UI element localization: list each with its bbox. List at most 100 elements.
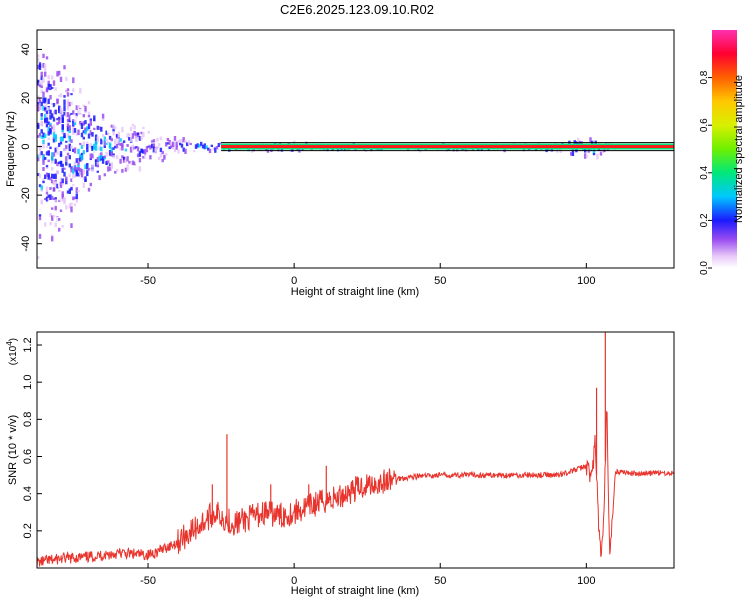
colorbar-tick-label: 0.4 xyxy=(699,165,710,179)
spectrogram-cell xyxy=(58,107,61,114)
spectrogram-cell xyxy=(589,137,592,144)
spectrogram-cell xyxy=(75,105,78,110)
spectrogram-cell xyxy=(54,199,57,203)
spectrogram-cell xyxy=(152,146,156,153)
y-tick-label: 0 xyxy=(20,144,32,150)
spectrogram-cell xyxy=(158,157,161,161)
spectrogram-cell xyxy=(168,139,171,145)
spectrogram-cell xyxy=(38,84,42,87)
spectrogram-cell xyxy=(75,187,78,193)
spectrogram-cell xyxy=(96,125,99,130)
snr-frame xyxy=(36,331,675,569)
spectrogram-cell xyxy=(86,152,89,158)
carrier-band-core xyxy=(221,145,674,149)
spectrogram-cell xyxy=(47,198,50,201)
spectrogram-cell xyxy=(143,149,147,155)
spectrogram-cell xyxy=(58,118,61,124)
spectrogram-cell xyxy=(68,163,71,168)
spectrogram-cell xyxy=(59,136,63,142)
spectrogram-cell xyxy=(59,141,63,145)
spectrogram-cell xyxy=(101,136,105,140)
spectrogram-cell xyxy=(49,194,52,200)
spectrogram-cell xyxy=(49,124,52,127)
spectrogram-cell xyxy=(147,140,150,146)
spectrogram-cell xyxy=(114,126,117,130)
spectrogram-cell xyxy=(38,215,42,221)
spectrogram-cell xyxy=(152,139,156,143)
spectrogram-cell xyxy=(72,196,75,201)
spectrogram-cell xyxy=(65,140,68,143)
spectrogram-cell xyxy=(47,98,50,104)
spectrogram-cell xyxy=(119,142,122,146)
spectrogram-cell xyxy=(110,147,113,154)
spectrogram-cell xyxy=(52,110,56,114)
spectrogram-cell xyxy=(51,156,54,162)
spectrogram-cell xyxy=(40,199,43,204)
spectrogram-cell xyxy=(51,75,54,80)
spectrogram-cell xyxy=(189,142,192,145)
spectrogram-cell xyxy=(44,117,47,123)
spectrogram-cell xyxy=(122,133,126,138)
spectrogram-cell xyxy=(129,126,133,131)
colorbar: 0.0 0.2 0.4 0.6 0.8 Normalized spectral ampl… xyxy=(699,30,745,275)
spectrogram-cell xyxy=(70,206,73,213)
spectrogram-cell xyxy=(107,160,110,164)
spectrogram-cell xyxy=(117,131,120,138)
spectrogram-cell xyxy=(38,105,42,111)
spectrogram-cell xyxy=(131,133,135,139)
spectrogram-cell xyxy=(594,140,597,144)
spectrogram-cell xyxy=(61,130,64,135)
spectrogram-cell xyxy=(115,134,119,138)
spectrogram-cell xyxy=(63,171,66,177)
y-tick-label: 1.0 xyxy=(22,375,34,390)
spectrogram-cell xyxy=(42,178,45,183)
spectrogram-cell xyxy=(79,108,82,113)
spectrogram-cell xyxy=(70,223,73,228)
spectrogram-cell xyxy=(219,142,222,145)
spectrogram-cell xyxy=(87,123,91,130)
spectrogram-cell xyxy=(86,141,89,146)
spectrogram-cell xyxy=(101,118,105,121)
spectrogram-cell xyxy=(100,155,103,159)
spectrogram-cell xyxy=(59,153,63,157)
spectrogram-cell xyxy=(177,149,180,154)
spectrogram-cell xyxy=(143,137,147,143)
spectrogram-cell xyxy=(37,154,40,159)
spectrogram-cell xyxy=(103,140,106,146)
spectrogram-cell xyxy=(79,167,82,173)
spectrogram-cell xyxy=(86,126,89,132)
spectrogram-cell xyxy=(89,182,92,187)
spectrogram-cell xyxy=(75,169,78,175)
spectrogram-cell xyxy=(47,127,50,132)
spectrogram-cell xyxy=(44,71,47,77)
spectrogram-cell xyxy=(70,186,73,191)
spectrogram-cell xyxy=(44,107,47,110)
spectrogram-cell xyxy=(65,112,68,118)
spectrogram-cell xyxy=(58,227,61,232)
spectrogram-cell xyxy=(38,111,42,115)
chart-title: C2E6.2025.123.09.10.R02 xyxy=(280,2,434,17)
y-tick-label: 40 xyxy=(20,43,32,55)
spectrogram-cell xyxy=(94,160,98,167)
spectrogram-cell xyxy=(94,146,98,151)
x-tick-label: 100 xyxy=(577,575,595,587)
spectrogram-cell xyxy=(80,172,84,178)
spectrogram-cell xyxy=(61,168,64,173)
spectrogram-cell xyxy=(70,145,73,150)
y-tick-label: 0.4 xyxy=(22,486,34,501)
spectrogram-cell xyxy=(51,207,54,210)
spectrogram-cell xyxy=(77,116,80,122)
spectrogram-cell xyxy=(59,177,63,182)
spectrogram-cell xyxy=(121,155,124,159)
y-tick-label: 0.6 xyxy=(22,449,34,464)
spectrogram-cell xyxy=(72,148,75,152)
spectrogram-cell xyxy=(168,146,171,150)
spectrogram-cell xyxy=(65,145,68,149)
spectrogram-cell xyxy=(49,212,52,217)
colorbar-label: Normalized spectral amplitude xyxy=(733,75,745,223)
spectrogram-cell xyxy=(107,141,110,144)
spectrogram-cell xyxy=(133,161,136,166)
spectrogram-cell xyxy=(578,141,582,145)
spectrogram-cell xyxy=(56,170,59,175)
spectrogram-cell xyxy=(107,129,110,133)
